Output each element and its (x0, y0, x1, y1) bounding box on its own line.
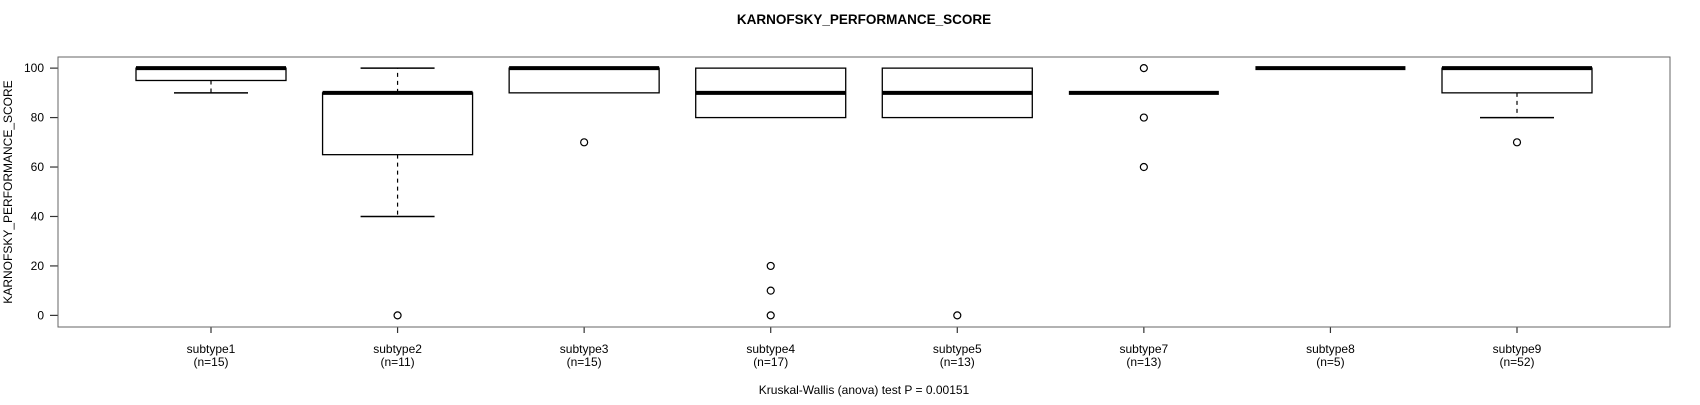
iqr-box (508, 67, 660, 94)
outlier-point (1139, 162, 1148, 172)
boxplot-subtype4 (695, 67, 847, 320)
boxplot-subtype3 (508, 66, 660, 147)
x-category-label: subtype4 (746, 342, 795, 356)
y-tick-label: 20 (31, 259, 45, 273)
y-axis-title: KARNOFSKY_PERFORMANCE_SCORE (1, 80, 15, 303)
outlier-point (1139, 113, 1148, 122)
x-category-label: subtype8 (1306, 342, 1355, 356)
iqr-box (321, 92, 474, 156)
y-tick-label: 60 (31, 160, 45, 174)
plot-area: 020406080100subtype1(n=15)subtype2(n=11)… (24, 61, 1593, 369)
boxplot-subtype1 (135, 66, 287, 94)
boxplot-subtype9 (1441, 66, 1593, 147)
y-tick-label: 100 (24, 61, 44, 75)
y-tick-label: 80 (31, 111, 45, 125)
outlier-point (766, 261, 775, 271)
outlier-point (766, 286, 775, 295)
outlier-point (580, 138, 589, 147)
x-count-label: (n=15) (567, 355, 602, 369)
x-count-label: (n=52) (1499, 355, 1534, 369)
plot-frame (57, 56, 1671, 328)
x-category-label: subtype1 (187, 342, 236, 356)
x-count-label: (n=11) (381, 355, 415, 369)
x-count-label: (n=17) (753, 355, 788, 369)
x-count-label: (n=13) (940, 355, 975, 369)
boxplot-subtype7 (1068, 64, 1219, 172)
chart-title: KARNOFSKY_PERFORMANCE_SCORE (737, 12, 991, 27)
y-tick-label: 0 (37, 308, 44, 322)
stat-test-caption: Kruskal-Wallis (anova) test P = 0.00151 (759, 383, 970, 397)
outlier-point (953, 311, 962, 320)
outlier-point (1139, 64, 1148, 73)
x-category-label: subtype7 (1120, 342, 1169, 356)
iqr-box (1441, 67, 1593, 94)
x-category-label: subtype3 (560, 342, 609, 356)
outlier-point (766, 311, 775, 320)
outlier-point (1512, 138, 1522, 147)
x-count-label: (n=15) (193, 355, 228, 369)
x-category-label: subtype9 (1493, 342, 1542, 356)
x-category-label: subtype2 (373, 342, 422, 356)
x-category-label: subtype5 (933, 342, 982, 356)
boxplot-subtype2 (321, 67, 474, 320)
y-tick-label: 40 (31, 209, 45, 223)
outlier-point (393, 311, 402, 320)
x-count-label: (n=13) (1126, 355, 1161, 369)
x-count-label: (n=5) (1316, 355, 1344, 369)
boxplot-subtype5 (881, 67, 1033, 320)
